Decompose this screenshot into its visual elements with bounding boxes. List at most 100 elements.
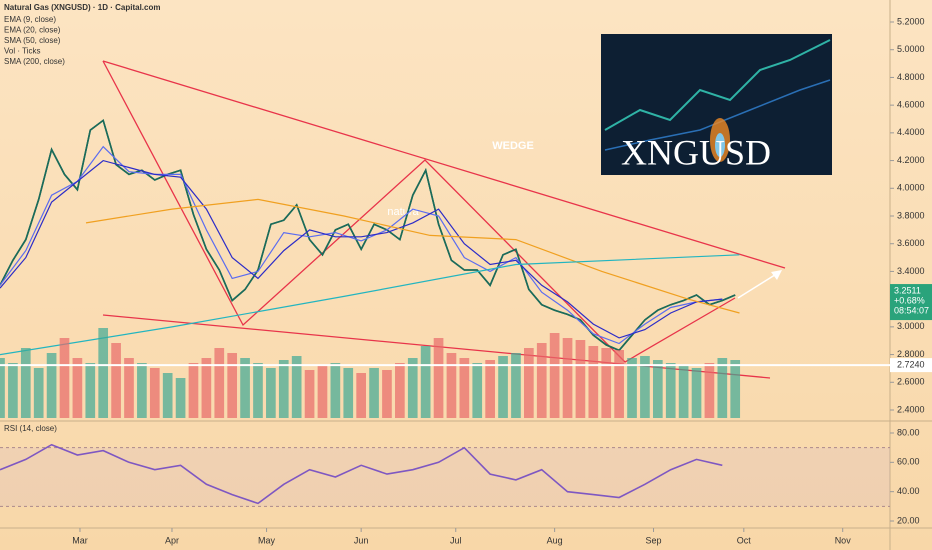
volume-bar bbox=[640, 356, 650, 418]
volume-bar bbox=[0, 358, 5, 418]
volume-bar bbox=[59, 338, 70, 418]
series-line bbox=[85, 198, 740, 314]
volume-bar bbox=[330, 363, 341, 418]
legend-entry: EMA (20, close) bbox=[4, 26, 61, 35]
rsi-band-fill bbox=[0, 447, 890, 507]
y-tick-label: 3.6000 bbox=[897, 238, 925, 248]
y-tick-label: 5.2000 bbox=[897, 16, 925, 26]
volume-bar bbox=[511, 353, 521, 418]
level-label: 2.7240 bbox=[897, 359, 925, 369]
volume-bar bbox=[8, 363, 18, 418]
series-line bbox=[0, 119, 736, 352]
volume-bar bbox=[98, 328, 109, 418]
y-tick-label: 5.0000 bbox=[897, 44, 925, 54]
volume-bar bbox=[356, 373, 366, 418]
projection-arrow bbox=[737, 270, 782, 299]
volume-bar bbox=[278, 360, 289, 418]
volume-bar bbox=[111, 343, 121, 418]
volume-bar bbox=[459, 358, 470, 418]
legend-entry: Vol · Ticks bbox=[4, 47, 40, 56]
x-tick-label: May bbox=[258, 535, 276, 545]
volume-bar bbox=[562, 338, 573, 418]
volume-bar bbox=[665, 363, 676, 418]
y-tick-label: 80.00 bbox=[897, 427, 920, 437]
volume-bar bbox=[652, 360, 663, 418]
y-tick-label: 60.00 bbox=[897, 457, 920, 467]
legend-entry: SMA (200, close) bbox=[4, 57, 65, 66]
volume-bar bbox=[46, 353, 57, 418]
volume-bar bbox=[614, 350, 624, 418]
series-line bbox=[0, 159, 723, 339]
x-tick-label: Oct bbox=[737, 535, 752, 545]
volume-bar bbox=[627, 358, 637, 418]
volume-bar bbox=[704, 363, 715, 418]
volume-bar bbox=[85, 363, 96, 418]
y-tick-label: 3.8000 bbox=[897, 210, 925, 220]
volume-bar bbox=[549, 333, 560, 418]
x-tick-label: Sep bbox=[646, 535, 662, 545]
series-line bbox=[0, 145, 723, 345]
volume-bar bbox=[201, 358, 212, 418]
inset-title: XNGUSD bbox=[621, 132, 771, 172]
volume-bar bbox=[124, 358, 134, 418]
volume-bar bbox=[162, 373, 173, 418]
volume-bar bbox=[304, 370, 315, 418]
volume-bar bbox=[588, 346, 599, 418]
volume-bar bbox=[730, 360, 741, 418]
x-tick-label: Jul bbox=[450, 535, 462, 545]
volume-bar bbox=[601, 348, 612, 418]
volume-bar bbox=[433, 338, 444, 418]
volume-bar bbox=[420, 346, 431, 418]
series-line bbox=[0, 443, 723, 505]
y-tick-label: 2.4000 bbox=[897, 404, 925, 414]
volume-bar bbox=[317, 366, 328, 418]
x-tick-label: Apr bbox=[165, 535, 179, 545]
chart-title: Natural Gas (XNGUSD) · 1D · Capital.com bbox=[4, 3, 160, 12]
x-tick-label: Nov bbox=[835, 535, 852, 545]
level-badge bbox=[890, 358, 932, 373]
volume-bar bbox=[369, 368, 379, 418]
volume-bar bbox=[33, 368, 44, 418]
x-tick-label: Jun bbox=[354, 535, 369, 545]
volume-bar bbox=[266, 368, 276, 418]
inset-image: XNGUSD bbox=[601, 34, 832, 175]
volume-bar bbox=[149, 368, 160, 418]
y-tick-label: 4.4000 bbox=[897, 127, 925, 137]
volume-bar bbox=[188, 363, 199, 418]
price-badge bbox=[890, 284, 932, 321]
y-tick-label: 3.0000 bbox=[897, 321, 925, 331]
volume-bar bbox=[175, 378, 186, 418]
x-tick-label: Mar bbox=[72, 535, 88, 545]
volume-bar bbox=[524, 348, 534, 418]
volume-bar bbox=[72, 358, 83, 418]
annotation: natura bbox=[387, 206, 419, 218]
y-tick-label: 20.00 bbox=[897, 515, 920, 525]
volume-bar bbox=[395, 363, 405, 418]
volume-bar bbox=[717, 358, 728, 418]
volume-bar bbox=[485, 360, 495, 418]
last-price: 3.2511 bbox=[894, 285, 921, 295]
volume-bar bbox=[20, 348, 31, 418]
y-tick-label: 4.8000 bbox=[897, 72, 925, 82]
volume-bar bbox=[240, 358, 250, 418]
volume-bar bbox=[691, 368, 702, 418]
volume-bar bbox=[498, 356, 508, 418]
volume-bar bbox=[678, 366, 689, 418]
volume-bar bbox=[446, 353, 457, 418]
volume-bar bbox=[214, 348, 225, 418]
series-line bbox=[0, 254, 740, 356]
annotation: WEDGE bbox=[492, 140, 534, 152]
countdown: 08:54:07 bbox=[894, 305, 929, 315]
volume-bar bbox=[407, 358, 418, 418]
y-tick-label: 2.6000 bbox=[897, 377, 925, 387]
volume-bar bbox=[575, 340, 586, 418]
y-tick-label: 3.4000 bbox=[897, 266, 925, 276]
price-change: +0.68% bbox=[894, 295, 925, 305]
y-tick-label: 2.8000 bbox=[897, 349, 925, 359]
y-tick-label: 40.00 bbox=[897, 486, 920, 496]
x-tick-label: Aug bbox=[547, 535, 563, 545]
y-tick-label: 4.2000 bbox=[897, 155, 925, 165]
pane-title: RSI (14, close) bbox=[4, 424, 57, 433]
y-tick-label: 4.0000 bbox=[897, 183, 925, 193]
